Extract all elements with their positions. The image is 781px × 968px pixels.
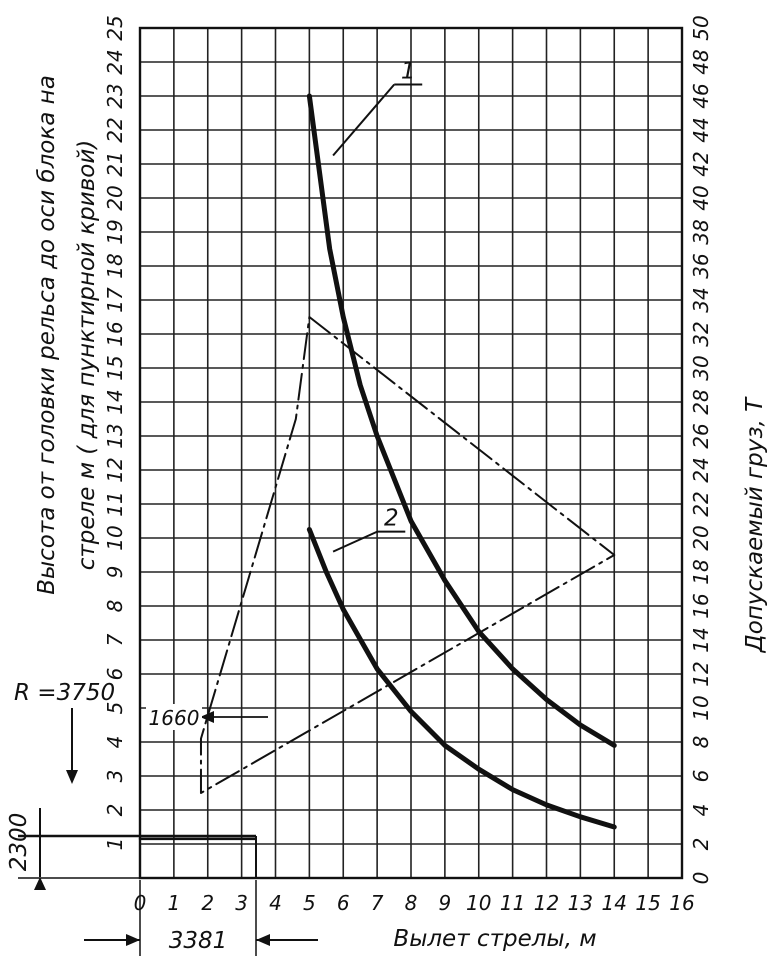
- x-tick-label: 9: [439, 891, 452, 915]
- y-right-tick-label: 32: [689, 321, 713, 346]
- y-left-axis-title: Высота от головки рельса до оси блока на: [34, 75, 60, 595]
- y-left-tick-label: 17: [103, 287, 127, 313]
- x-tick-label: 14: [602, 891, 627, 915]
- y-right-tick-label: 8: [689, 736, 713, 749]
- x-tick-label: 4: [269, 891, 282, 915]
- plot-frame: [138, 26, 684, 880]
- y-left-tick-label: 12: [103, 457, 127, 482]
- y-right-tick-label: 20: [689, 525, 713, 550]
- y-right-tick-label: 14: [689, 627, 713, 652]
- y-left-tick-label: 15: [103, 355, 127, 380]
- y-left-tick-label: 11: [103, 491, 127, 516]
- dim-label-1660: 1660: [149, 706, 200, 730]
- y-right-tick-label: 24: [689, 457, 713, 482]
- y-left-tick-label: 25: [103, 15, 127, 40]
- curve-label-2: 2: [384, 506, 399, 532]
- x-tick-label: 5: [303, 891, 316, 915]
- x-tick-label: 6: [337, 891, 350, 915]
- x-tick-label: 10: [466, 891, 491, 915]
- dim-arrow-left-3381: [126, 934, 140, 946]
- y-right-tick-label: 40: [689, 185, 713, 210]
- dim-arrow-head-r: [66, 770, 78, 784]
- curve-label-1: 1: [401, 59, 416, 85]
- y-right-tick-label: 44: [689, 117, 713, 142]
- y-left-tick-label: 16: [103, 321, 127, 346]
- y-right-tick-label: 46: [689, 83, 713, 108]
- y-right-tick-label: 4: [689, 804, 713, 817]
- x-tick-label: 16: [669, 891, 694, 915]
- y-right-tick-label: 26: [689, 423, 713, 448]
- y-right-tick-label: 34: [689, 287, 713, 312]
- y-right-tick-label: 6: [689, 770, 713, 783]
- y-left-tick-label: 13: [103, 423, 127, 448]
- y-left-tick-label: 18: [103, 253, 127, 278]
- dim-label-2300: 2300: [6, 813, 32, 872]
- y-left-tick-label: 8: [103, 600, 127, 613]
- y-right-tick-label: 28: [689, 389, 713, 414]
- y-right-tick-label: 10: [689, 695, 713, 720]
- y-left-axis-title-line2: стреле м ( для пунктирной кривой): [74, 140, 100, 571]
- y-left-tick-label: 6: [103, 668, 127, 681]
- y-right-tick-label: 18: [689, 559, 713, 584]
- curve-label-leader: [332, 530, 378, 553]
- y-right-tick-label: 38: [689, 219, 713, 244]
- series-line-2: [306, 527, 617, 830]
- dim-label-3381: 3381: [169, 928, 228, 954]
- y-left-tick-label: 9: [103, 566, 127, 579]
- dim-arrow-right-3381: [256, 934, 270, 946]
- dim-box-1660: [146, 704, 202, 730]
- x-axis-title: Вылет стрелы, м: [393, 926, 596, 952]
- y-right-tick-label: 22: [689, 491, 713, 516]
- series-line-3: [199, 316, 616, 794]
- y-left-tick-label: 24: [103, 49, 127, 74]
- y-left-tick-label: 5: [103, 702, 127, 715]
- x-tick-label: 1: [168, 891, 181, 915]
- y-right-tick-label: 0: [689, 872, 713, 885]
- dim-arrow-head-2300: [34, 877, 46, 890]
- y-left-tick-label: 2: [103, 804, 127, 817]
- y-left-tick-label: 19: [103, 219, 127, 244]
- y-left-tick-label: 3: [103, 770, 127, 783]
- y-right-tick-label: 36: [689, 253, 713, 278]
- y-left-tick-label: 14: [103, 389, 127, 414]
- y-left-tick-label: 7: [103, 633, 127, 646]
- radius-label: R =3750: [14, 680, 115, 706]
- curve-label-leader: [332, 83, 395, 157]
- y-right-tick-label: 16: [689, 593, 713, 618]
- dim-arrow-head-1660: [200, 711, 214, 723]
- y-right-tick-label: 42: [689, 151, 713, 176]
- y-right-tick-label: 50: [689, 15, 713, 40]
- x-tick-label: 13: [568, 891, 593, 915]
- y-left-tick-label: 22: [103, 117, 127, 142]
- x-tick-label: 15: [635, 891, 660, 915]
- x-tick-label: 3: [235, 891, 248, 915]
- x-tick-label: 8: [405, 891, 418, 915]
- y-left-tick-label: 10: [103, 525, 127, 550]
- series-line-1: [306, 93, 617, 748]
- y-left-tick-label: 21: [103, 151, 127, 176]
- x-tick-label: 11: [500, 891, 525, 915]
- y-left-tick-label: 4: [103, 736, 127, 749]
- y-right-tick-label: 12: [689, 661, 713, 686]
- y-left-tick-label: 1: [103, 838, 127, 851]
- x-tick-label: 7: [371, 891, 384, 915]
- x-tick-label: 12: [534, 891, 559, 915]
- x-tick-label: 2: [201, 891, 214, 915]
- y-left-tick-label: 23: [103, 83, 127, 108]
- y-right-tick-label: 30: [689, 355, 713, 380]
- y-right-axis-title: Допускаемый груз, Т: [742, 396, 768, 653]
- y-right-tick-label: 2: [689, 838, 713, 851]
- y-right-tick-label: 48: [689, 49, 713, 74]
- y-left-tick-label: 20: [103, 185, 127, 210]
